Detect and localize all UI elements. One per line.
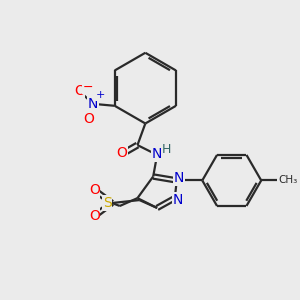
Text: CH₃: CH₃	[278, 176, 297, 185]
Text: H: H	[162, 143, 172, 157]
Text: O: O	[116, 146, 127, 160]
Text: O: O	[84, 112, 94, 126]
Text: N: N	[173, 172, 184, 185]
Text: S: S	[103, 196, 111, 210]
Text: N: N	[88, 97, 98, 111]
Text: +: +	[95, 90, 105, 100]
Text: −: −	[83, 81, 94, 94]
Text: O: O	[89, 209, 100, 223]
Text: N: N	[152, 147, 162, 161]
Text: N: N	[172, 193, 183, 207]
Text: O: O	[74, 84, 85, 98]
Text: O: O	[89, 183, 100, 197]
